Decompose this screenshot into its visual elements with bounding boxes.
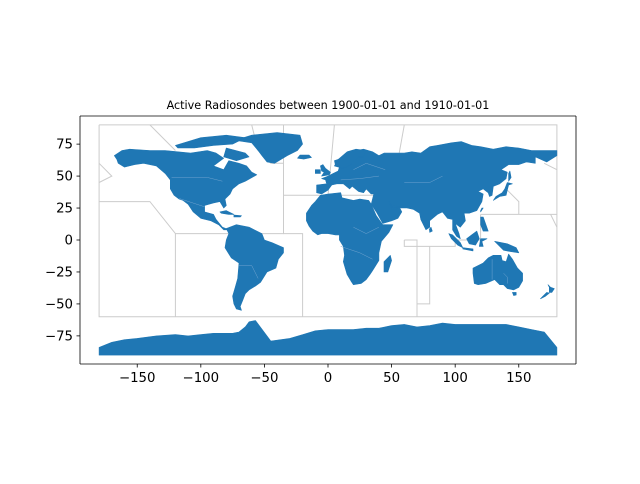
zone-line: [98, 162, 113, 183]
zone-line: [403, 240, 456, 247]
landmass-arabia-gulf-gap: [388, 201, 400, 210]
landmass-scandinavia: [334, 148, 367, 169]
zone-line: [550, 214, 558, 228]
zone-line: [417, 246, 431, 305]
zone-line: [149, 124, 176, 151]
country-border: [353, 226, 380, 234]
x-tick-label: 0: [324, 371, 332, 386]
y-tick-label: 25: [56, 202, 73, 217]
y-tick-label: −75: [45, 329, 73, 344]
y-tick-label: −50: [45, 298, 73, 313]
landmass-new-zealand-south: [540, 292, 550, 300]
landmass-iceland: [297, 154, 312, 160]
landmass-philippines: [480, 216, 489, 232]
land-masses: [98, 132, 558, 356]
y-tick-label: −25: [45, 266, 73, 281]
landmass-sakhalin: [508, 170, 512, 182]
landmass-borneo: [466, 230, 480, 246]
landmass-hispaniola: [233, 214, 242, 218]
zone-line: [283, 233, 304, 317]
landmass-greenland: [234, 132, 303, 164]
landmass-ireland: [314, 169, 321, 174]
country-border: [171, 177, 223, 182]
landmass-sumatra: [448, 233, 464, 248]
x-tick-label: −150: [119, 371, 156, 386]
landmass-new-zealand-north: [547, 284, 555, 293]
country-border: [353, 163, 386, 170]
landmass-south-america: [224, 224, 284, 311]
y-tick-label: 75: [56, 138, 73, 153]
country-border: [179, 198, 205, 208]
country-border: [503, 273, 508, 284]
x-tick-label: 150: [506, 371, 531, 386]
landmass-canadian-archipelago: [175, 134, 246, 149]
axes: −150 −100 −50 0 50 100 150 75 50 25 0 −25 −50 −75: [45, 115, 577, 386]
zone-line: [543, 162, 558, 171]
y-tick-label: 50: [56, 170, 73, 185]
zone-line: [99, 201, 176, 317]
zone-line: [98, 124, 558, 318]
x-tick-label: 50: [383, 371, 400, 386]
landmass-australia: [472, 253, 523, 291]
x-tick-label: −100: [183, 371, 220, 386]
zone-line: [505, 188, 520, 215]
x-tick-label: 100: [442, 371, 467, 386]
x-tick-label: −50: [250, 371, 278, 386]
landmass-japan: [492, 182, 513, 201]
zone-line: [404, 239, 418, 317]
country-border: [239, 265, 259, 279]
landmass-north-america: [114, 148, 258, 231]
landmass-java: [462, 247, 474, 252]
country-border: [404, 175, 443, 183]
landmass-new-guinea: [494, 241, 520, 254]
landmass-madagascar: [383, 255, 392, 273]
country-border: [340, 246, 373, 260]
map-title: Active Radiosondes between 1900-01-01 an…: [167, 99, 490, 112]
landmass-taiwan: [480, 207, 484, 213]
country-border: [340, 175, 379, 181]
landmass-sulawesi: [478, 238, 488, 247]
landmass-baffin-island: [223, 147, 250, 161]
y-tick-label: 0: [65, 234, 73, 249]
landmass-antarctica: [98, 320, 558, 356]
landmass-cuba: [219, 210, 235, 215]
landmass-great-britain: [320, 164, 331, 177]
landmass-eurasia: [316, 141, 558, 239]
landmass-tasmania: [512, 292, 517, 296]
landmass-africa: [306, 192, 394, 286]
landmass-sri-lanka: [429, 226, 433, 233]
